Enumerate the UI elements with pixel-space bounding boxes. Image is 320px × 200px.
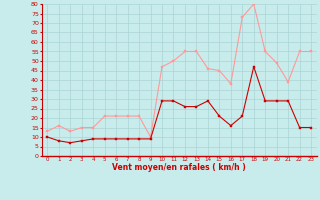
X-axis label: Vent moyen/en rafales ( km/h ): Vent moyen/en rafales ( km/h )	[112, 163, 246, 172]
